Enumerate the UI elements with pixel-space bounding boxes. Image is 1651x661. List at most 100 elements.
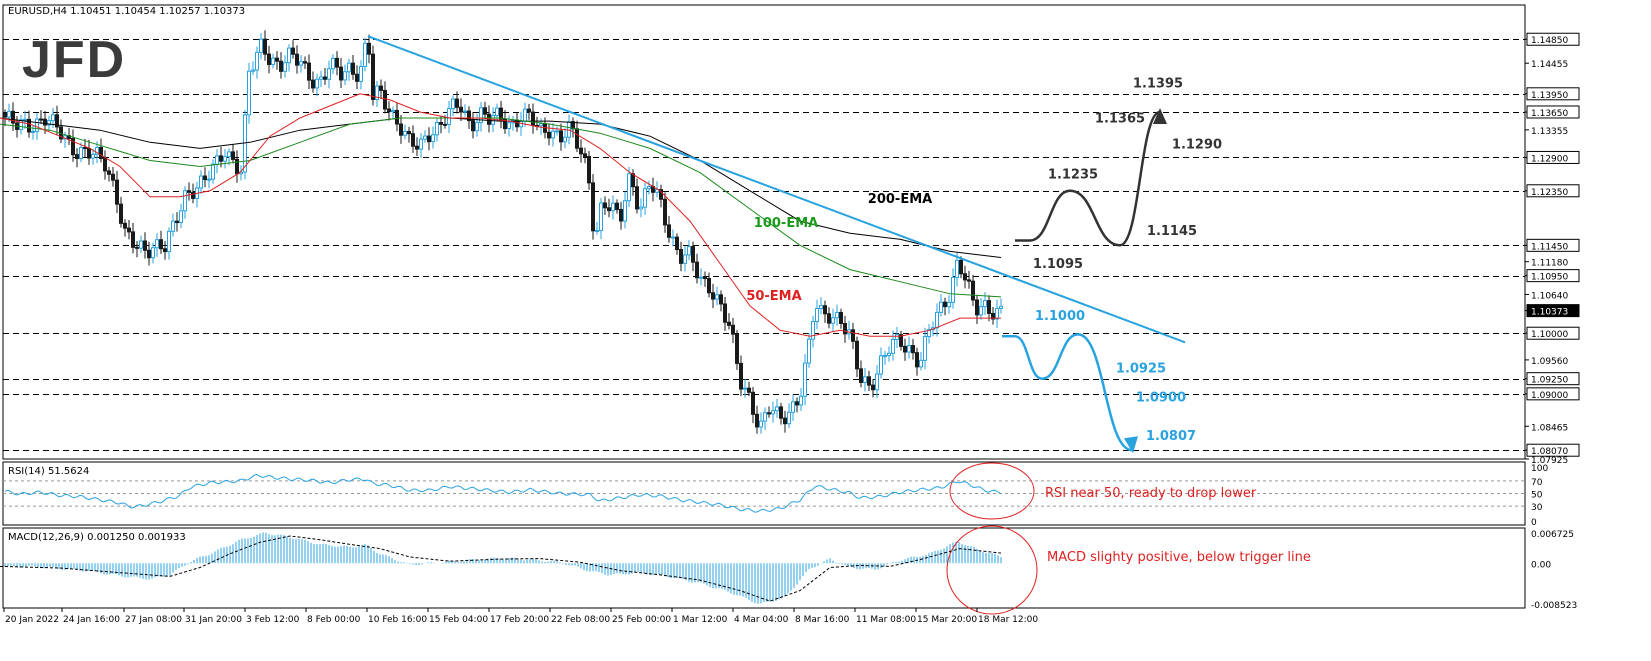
- candle-body: [891, 338, 895, 354]
- candle-body: [919, 359, 923, 368]
- candle-body: [411, 133, 415, 147]
- candle-body: [979, 306, 983, 316]
- time-tick-label-15: 15 Mar 20:00: [917, 615, 977, 625]
- candle-body: [55, 114, 59, 128]
- candle-body: [703, 276, 707, 280]
- candle-body: [859, 368, 863, 383]
- candle-body: [231, 151, 235, 160]
- candle-body: [319, 76, 323, 80]
- candle-body: [627, 173, 631, 202]
- candle-body: [915, 352, 919, 368]
- candle-body: [995, 307, 999, 320]
- candle-body: [35, 118, 39, 132]
- candle-body: [307, 62, 311, 81]
- candle-body: [351, 62, 355, 75]
- candle-body: [875, 373, 879, 391]
- candle-body: [363, 42, 367, 67]
- candle-body: [699, 276, 703, 279]
- candle-body: [107, 170, 111, 175]
- candle-body: [599, 202, 603, 232]
- candle-body: [183, 190, 187, 212]
- candle-body: [779, 406, 783, 419]
- candle-body: [443, 123, 447, 126]
- price-tick-label-12: 1.10000: [1531, 330, 1568, 340]
- candle-body: [187, 190, 191, 193]
- candle-body: [887, 352, 891, 357]
- candle-body: [507, 122, 511, 130]
- candle-body: [399, 123, 403, 136]
- candle-body: [835, 311, 839, 319]
- candle-body: [415, 145, 419, 150]
- candle-body: [619, 208, 623, 222]
- time-tick-label-10: 25 Feb 00:00: [612, 615, 671, 625]
- candle-body: [883, 355, 887, 358]
- ema50-line: [0, 93, 1001, 337]
- candle-body: [447, 108, 451, 126]
- candle-body: [39, 118, 43, 121]
- candle-body: [987, 300, 991, 314]
- candle-body: [439, 122, 443, 125]
- candle-body: [479, 107, 483, 124]
- candle-body: [643, 188, 647, 208]
- candle-body: [383, 89, 387, 110]
- candle-body: [435, 122, 439, 136]
- candle-body: [71, 137, 75, 156]
- candle-body: [563, 136, 567, 143]
- price-tick-label-13: 1.09560: [1531, 357, 1568, 367]
- candle-body: [691, 246, 695, 263]
- price-tick-label-8: 1.11180: [1531, 259, 1568, 269]
- price-tag-box-6: [1526, 184, 1580, 198]
- candle-body: [623, 200, 627, 222]
- candle-body: [147, 249, 151, 259]
- candle-body: [175, 220, 179, 224]
- candle-body: [675, 236, 679, 251]
- candle-body: [235, 158, 239, 175]
- candle-body: [323, 76, 327, 80]
- time-tick-label-12: 4 Mar 04:00: [734, 615, 789, 625]
- candle-body: [639, 206, 643, 210]
- price-tick-label-0: 1.14850: [1531, 36, 1568, 46]
- candle-body: [87, 147, 91, 159]
- candle-body: [743, 387, 747, 390]
- price-tick-label-7: 1.11450: [1531, 242, 1568, 252]
- candle-body: [119, 203, 123, 224]
- candle-body: [391, 109, 395, 113]
- price-tick-label-10: 1.10640: [1531, 291, 1568, 301]
- candle-body: [499, 107, 503, 120]
- candle-body: [523, 108, 527, 122]
- candle-body: [271, 57, 275, 65]
- candle-body: [827, 313, 831, 324]
- candle-body: [939, 301, 943, 313]
- candle-body: [935, 311, 939, 329]
- level-label-4: 1.1145: [1147, 224, 1197, 239]
- candle-body: [171, 220, 175, 232]
- candle-body: [151, 247, 155, 259]
- candle-body: [819, 305, 823, 310]
- price-tag-box-3: [1526, 105, 1580, 119]
- candle-body: [163, 248, 167, 253]
- candle-body: [315, 78, 319, 89]
- candle-body: [787, 411, 791, 425]
- candle-body: [255, 51, 259, 71]
- price-tag-box-11: [1526, 304, 1580, 318]
- candle-body: [503, 118, 507, 130]
- candle-body: [19, 119, 23, 130]
- price-tick-label-3: 1.13650: [1531, 109, 1568, 119]
- candle-body: [763, 412, 767, 422]
- candle-body: [99, 147, 103, 159]
- macd-tick-label-0: 0.006725: [1531, 530, 1574, 540]
- ema-label-2: 50-EMA: [746, 289, 801, 304]
- candle-body: [167, 230, 171, 253]
- time-tick-label-6: 10 Feb 16:00: [368, 615, 427, 625]
- candle-body: [367, 42, 371, 55]
- candle-body: [731, 324, 735, 335]
- candle-body: [583, 153, 587, 158]
- candle-body: [615, 202, 619, 210]
- candle-body: [467, 110, 471, 122]
- time-tick-label-8: 17 Feb 20:00: [490, 615, 549, 625]
- candle-body: [311, 79, 315, 89]
- candle-body: [211, 163, 215, 180]
- time-tick-label-16: 18 Mar 12:00: [978, 615, 1038, 625]
- time-tick-label-3: 31 Jan 20:00: [185, 615, 242, 625]
- candle-body: [751, 391, 755, 415]
